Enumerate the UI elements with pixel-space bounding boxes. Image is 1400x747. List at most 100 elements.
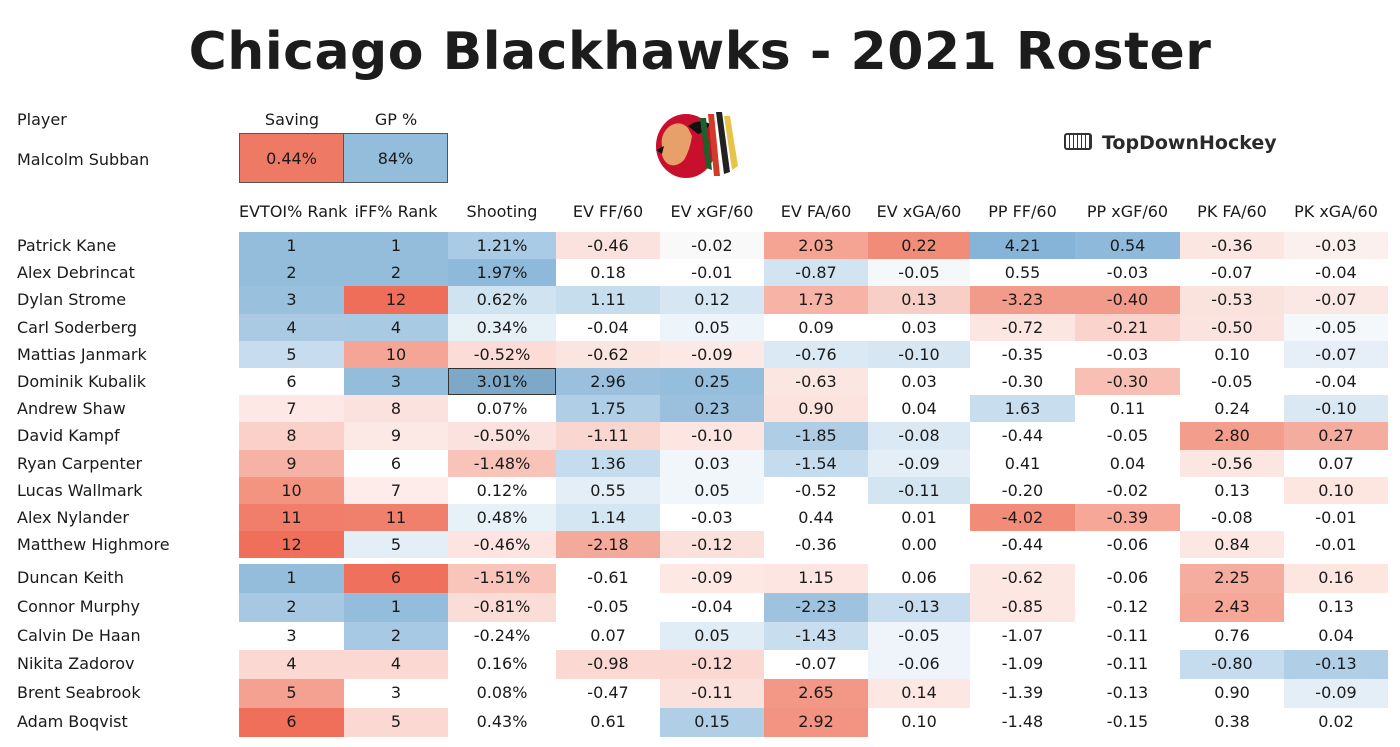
stat-cell: -0.07 bbox=[764, 650, 868, 680]
stat-cell: -0.47 bbox=[556, 679, 660, 708]
stat-cell: 0.03 bbox=[660, 449, 764, 477]
stat-cell: -0.35 bbox=[970, 340, 1075, 368]
column-header: EV xGF/60 bbox=[670, 202, 754, 221]
stat-cell: 0.76 bbox=[1180, 621, 1284, 651]
stat-cell: 4 bbox=[344, 650, 448, 680]
stat-cell: 0.44 bbox=[764, 504, 868, 532]
stat-cell: -0.03 bbox=[1284, 232, 1388, 260]
stat-cell: 0.05 bbox=[660, 313, 764, 341]
stat-cell: 0.22 bbox=[868, 232, 970, 260]
stat-cell: -0.21 bbox=[1075, 313, 1180, 341]
stat-cell: -0.46% bbox=[448, 531, 556, 559]
stat-cell: -0.08 bbox=[868, 422, 970, 450]
stat-cell: 0.06 bbox=[868, 564, 970, 593]
stat-cell: 0.90 bbox=[764, 395, 868, 423]
stat-cell: -0.72 bbox=[970, 313, 1075, 341]
stat-cell: -0.13 bbox=[1075, 679, 1180, 708]
goalie-header-player: Player bbox=[17, 110, 67, 129]
stat-cell: -0.04 bbox=[556, 313, 660, 341]
stat-cell: -0.05 bbox=[868, 259, 970, 287]
column-header: PP xGF/60 bbox=[1086, 202, 1169, 221]
stat-cell: -0.06 bbox=[868, 650, 970, 680]
stat-cell: 7 bbox=[239, 395, 344, 423]
stat-cell: -0.11 bbox=[868, 476, 970, 504]
player-name: Andrew Shaw bbox=[17, 399, 126, 419]
column-header: EVTOI% Rank bbox=[239, 202, 348, 221]
stat-cell: 0.23 bbox=[660, 395, 764, 423]
stat-cell: 5 bbox=[344, 708, 448, 737]
goalie-gp-cell: 84% bbox=[343, 133, 448, 183]
stat-cell: 0.18 bbox=[556, 259, 660, 287]
column-header: EV FA/60 bbox=[780, 202, 852, 221]
stat-cell: 0.10 bbox=[1180, 340, 1284, 368]
stat-cell: -0.03 bbox=[660, 504, 764, 532]
player-name: Carl Soderberg bbox=[17, 317, 138, 337]
stat-cell: 6 bbox=[239, 708, 344, 737]
stat-cell: -0.03 bbox=[1075, 340, 1180, 368]
stat-cell: -0.61 bbox=[556, 564, 660, 593]
stat-cell: -4.02 bbox=[970, 504, 1075, 532]
stat-cell: -3.23 bbox=[970, 286, 1075, 314]
stat-cell: -0.36 bbox=[1180, 232, 1284, 260]
stat-cell: 8 bbox=[344, 395, 448, 423]
stat-cell: 9 bbox=[344, 422, 448, 450]
stat-cell: 0.41 bbox=[970, 449, 1075, 477]
stat-cell: 0.12% bbox=[448, 476, 556, 504]
column-header: Shooting bbox=[466, 202, 538, 221]
rink-icon bbox=[1064, 133, 1092, 150]
stat-cell: 5 bbox=[239, 679, 344, 708]
stat-cell: -0.05 bbox=[556, 592, 660, 622]
stat-cell: -0.24% bbox=[448, 621, 556, 651]
stat-cell: -0.46 bbox=[556, 232, 660, 260]
player-name: Matthew Highmore bbox=[17, 535, 170, 555]
stat-cell: -1.54 bbox=[764, 449, 868, 477]
stat-cell: -0.06 bbox=[1075, 564, 1180, 593]
stat-cell: 10 bbox=[344, 340, 448, 368]
stat-cell: 7 bbox=[344, 476, 448, 504]
stat-cell: 12 bbox=[344, 286, 448, 314]
stat-cell: 0.09 bbox=[764, 313, 868, 341]
stat-cell: 0.02 bbox=[1284, 708, 1388, 737]
player-name: Alex Debrincat bbox=[17, 263, 135, 283]
stat-cell: -0.76 bbox=[764, 340, 868, 368]
stat-cell: -0.15 bbox=[1075, 708, 1180, 737]
player-name: Dominik Kubalik bbox=[17, 372, 147, 391]
stat-cell: -0.11 bbox=[660, 679, 764, 708]
stat-cell: 5 bbox=[239, 340, 344, 368]
stat-cell: -0.50% bbox=[448, 422, 556, 450]
stat-cell: -0.06 bbox=[1075, 531, 1180, 559]
player-name: Dylan Strome bbox=[17, 290, 127, 310]
stat-cell: -0.07 bbox=[1284, 340, 1388, 368]
stat-cell: 2.03 bbox=[764, 232, 868, 260]
stat-cell: -0.01 bbox=[660, 259, 764, 287]
stat-cell: 0.55 bbox=[970, 259, 1075, 287]
stat-cell: -0.05 bbox=[1180, 368, 1284, 396]
stat-cell: 2.92 bbox=[764, 708, 868, 737]
stat-cell: 2 bbox=[239, 592, 344, 622]
stat-cell: -1.85 bbox=[764, 422, 868, 450]
stat-cell: 0.25 bbox=[660, 368, 764, 396]
stat-cell: 0.05 bbox=[660, 621, 764, 651]
stat-cell: -0.10 bbox=[1284, 395, 1388, 423]
stat-cell: 1.97% bbox=[448, 259, 556, 287]
page-title: Chicago Blackhawks - 2021 Roster bbox=[188, 22, 1212, 82]
stat-cell: 0.14 bbox=[868, 679, 970, 708]
stat-cell: 0.04 bbox=[1075, 449, 1180, 477]
player-name: Mattias Janmark bbox=[17, 344, 147, 364]
stat-cell: -0.02 bbox=[1075, 476, 1180, 504]
stat-cell: -0.05 bbox=[1075, 422, 1180, 450]
stat-cell: -0.07 bbox=[1284, 286, 1388, 314]
stat-cell: -1.07 bbox=[970, 621, 1075, 651]
stat-cell: -0.13 bbox=[868, 592, 970, 622]
stat-cell: 4.21 bbox=[970, 232, 1075, 260]
stat-cell: -0.39 bbox=[1075, 504, 1180, 532]
stat-cell: 1.75 bbox=[556, 395, 660, 423]
stat-cell: -1.48% bbox=[448, 449, 556, 477]
stat-cell: 0.08% bbox=[448, 679, 556, 708]
stat-cell: 2.43 bbox=[1180, 592, 1284, 622]
stat-cell: 6 bbox=[344, 449, 448, 477]
player-name: Adam Boqvist bbox=[17, 712, 128, 731]
stat-cell: 1.36 bbox=[556, 449, 660, 477]
goalie-header-gp: GP % bbox=[374, 110, 418, 129]
stat-cell: 2.96 bbox=[556, 368, 660, 396]
